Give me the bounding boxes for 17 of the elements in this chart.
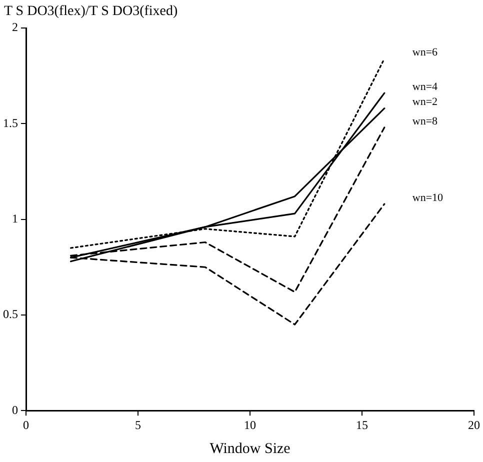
x-tick-label: 5 [135,418,141,432]
text: wn=2 [412,96,438,108]
text: wn=6 [412,46,438,58]
x-tick-label: 20 [468,418,480,432]
x-tick-label: 0 [23,418,29,432]
text: wn=4 [412,80,438,93]
text: wn=8 [412,115,438,128]
x-tick-label: 10 [244,418,256,432]
text: wn=10 [412,192,444,204]
x-tick-label: 15 [356,418,368,432]
y-tick-label: 0 [12,402,18,417]
y-tick-label: 1.5 [3,116,18,130]
y-tick-label: 2 [12,20,18,34]
y-tick-label: 1 [12,211,18,226]
y-tick-label: 0.5 [3,307,18,322]
y-axis-title: T S DO3(flex)/T S DO3(fixed) [4,4,178,20]
x-axis-title: Window Size [210,440,291,457]
